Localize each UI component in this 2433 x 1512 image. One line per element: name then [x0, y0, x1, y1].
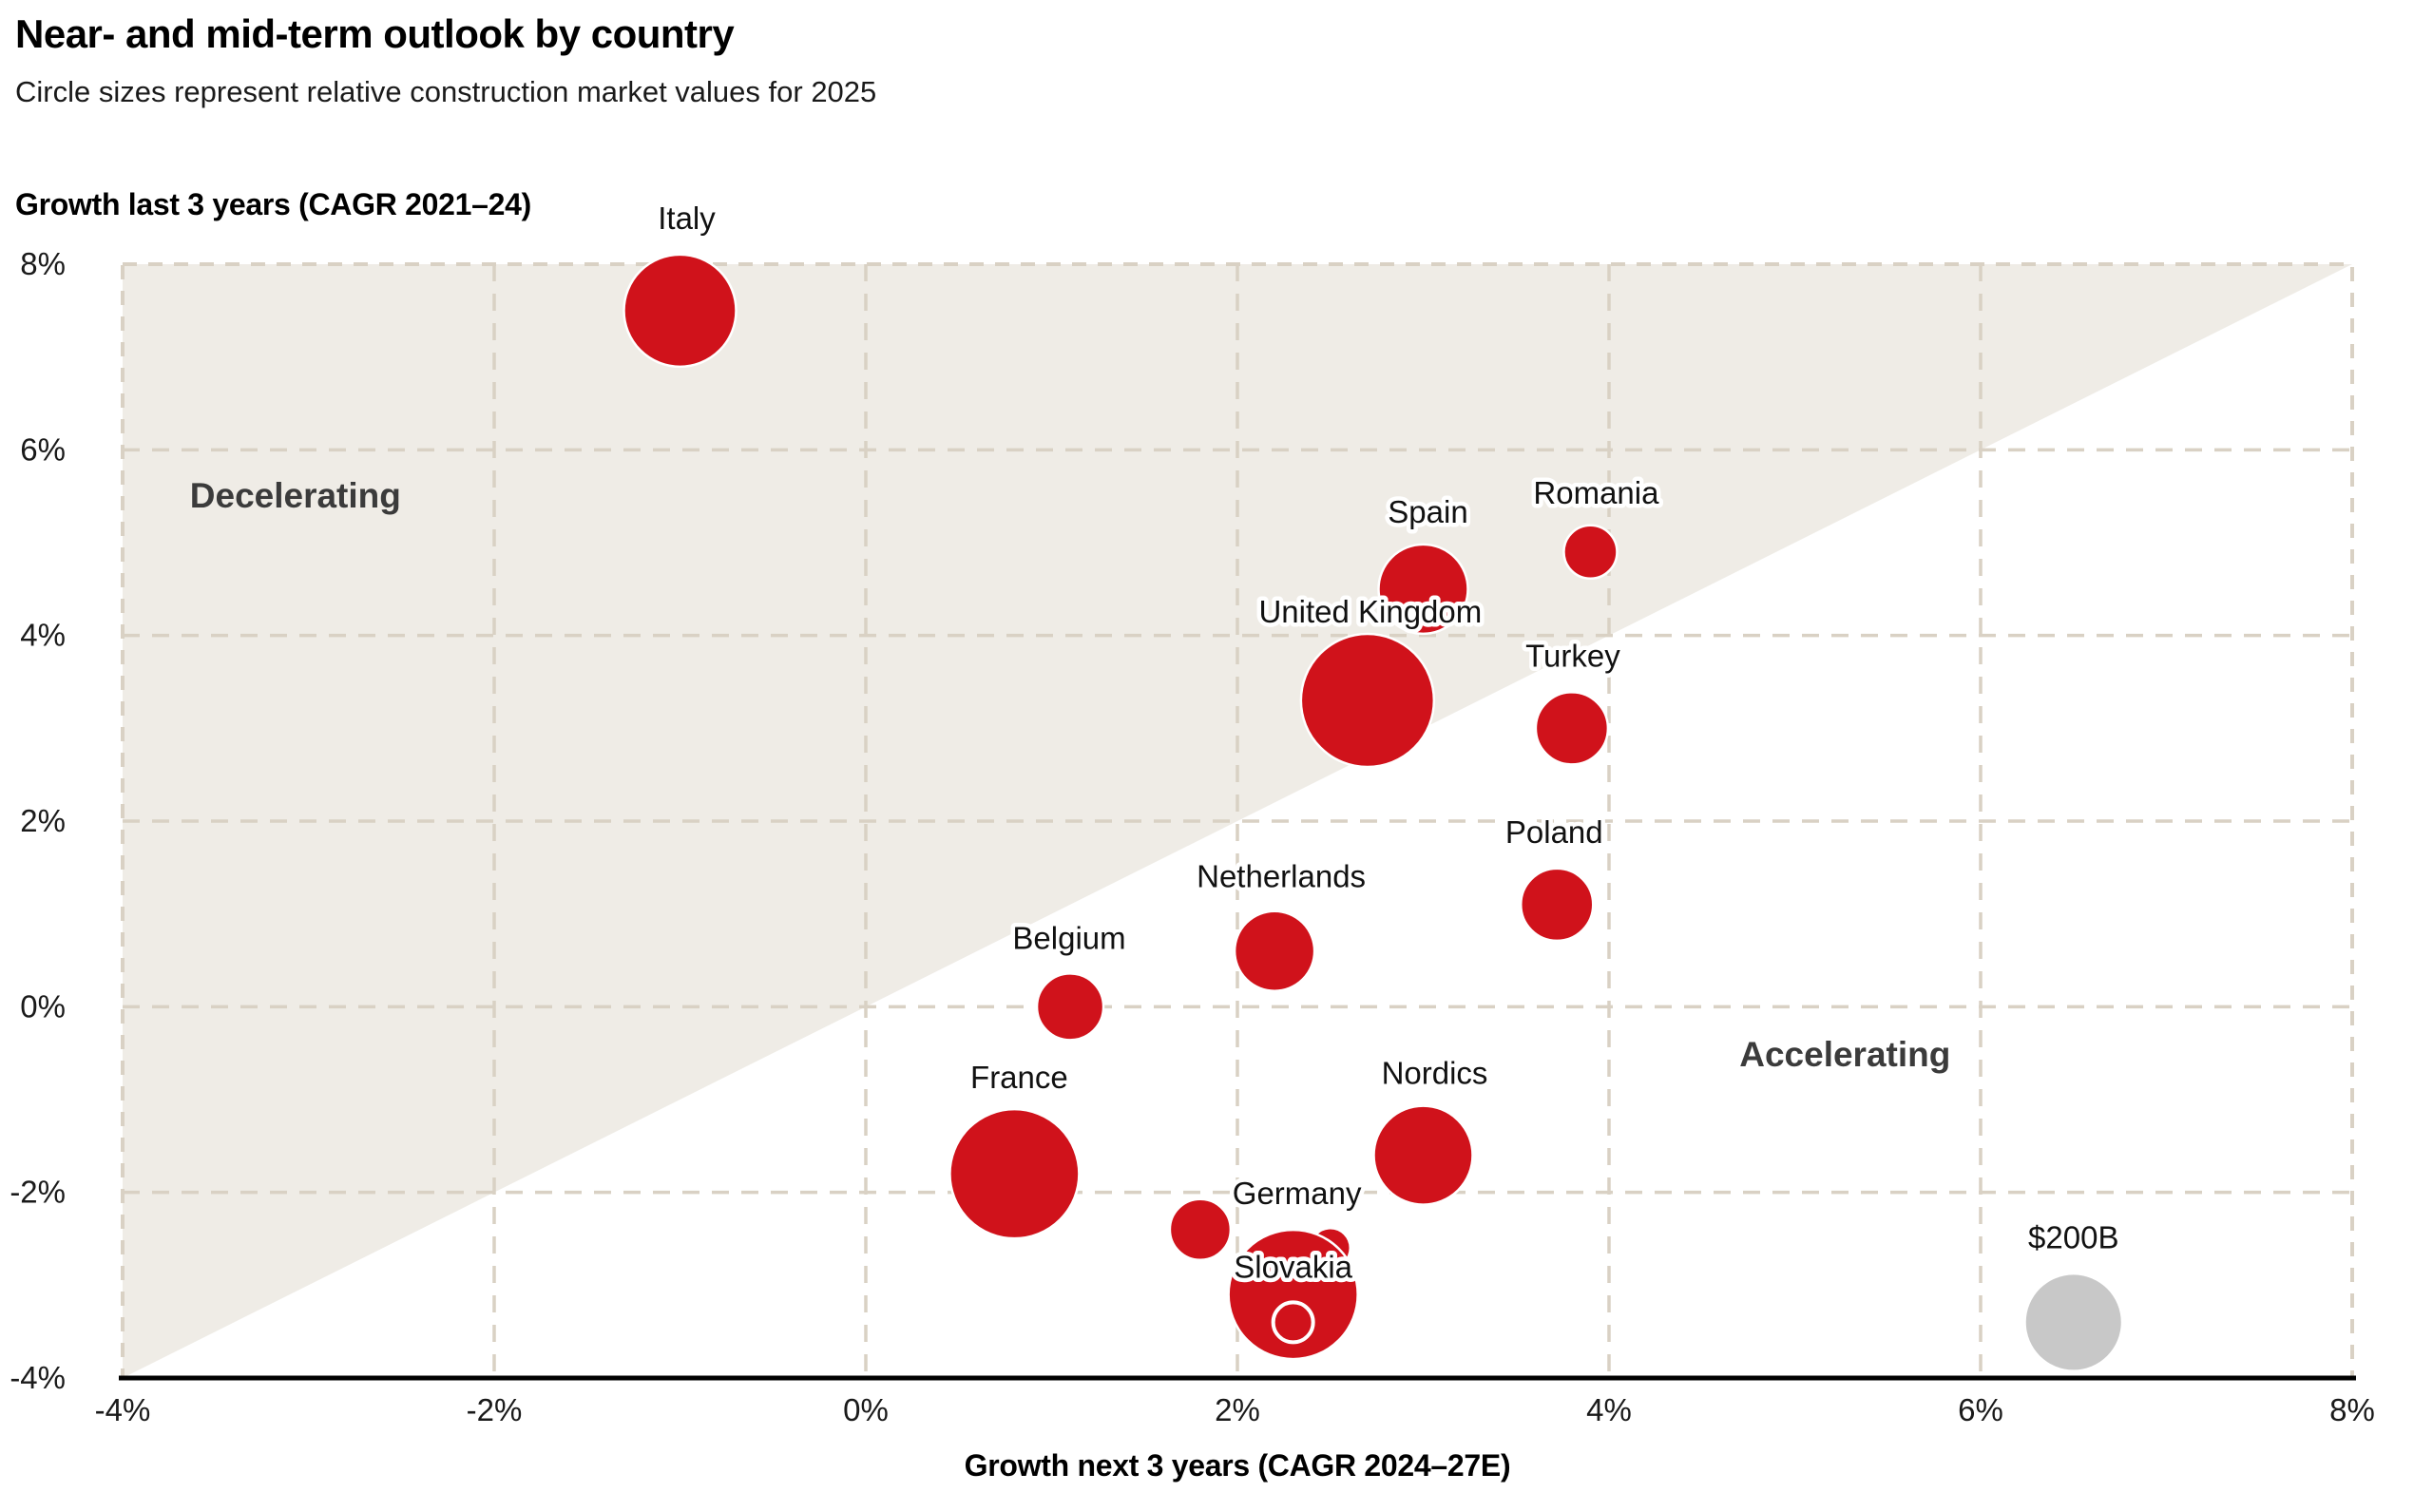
bubble-label-belgium: Belgium [1012, 920, 1125, 955]
tick-labels: -4% -2% 0% 2% 4% 6% 8% 8% 6% 4% 2% 0% -2% -4% [10, 246, 2375, 1427]
x-tick-label: 6% [1958, 1392, 2003, 1427]
y-tick-label: 6% [20, 431, 66, 467]
bubble-label-romania: Romania [1533, 475, 1659, 510]
x-tick-label: -4% [95, 1392, 151, 1427]
y-tick-label: 2% [20, 803, 66, 838]
x-tick-label: 2% [1215, 1392, 1260, 1427]
bubble-romania [1562, 524, 1619, 581]
plot-border-rect [121, 262, 2354, 1380]
bubble-label-italy: Italy [658, 201, 716, 236]
bubble-united-kingdom [1299, 632, 1436, 769]
region-label-accelerating: Accelerating [1739, 1035, 1950, 1074]
bubble-poland [1520, 867, 1595, 943]
bubble-label--200b: $200B [2028, 1219, 2118, 1254]
bubble-spain [1377, 543, 1469, 636]
x-tick-label: 0% [843, 1392, 889, 1427]
bubble-slovakia [1271, 1300, 1315, 1345]
y-tick-label: 4% [20, 618, 66, 653]
plot-border [121, 262, 2354, 1380]
bubble-france [948, 1107, 1081, 1240]
x-tick-label: 8% [2329, 1392, 2375, 1427]
bubble-italy [623, 253, 738, 369]
bubble-nordics [1372, 1104, 1474, 1206]
bubble-label-nordics: Nordics [1382, 1056, 1488, 1091]
bubble-unlabeled [1168, 1197, 1233, 1261]
bubble-labels: Italy Spain Romania United Kingdom Turkey Pol… [654, 196, 2123, 1289]
bubble-label-netherlands: Netherlands [1197, 859, 1366, 894]
page-title: Near- and mid-term outlook by country [15, 11, 735, 56]
x-tick-label: -2% [467, 1392, 523, 1427]
y-tick-label: 0% [20, 988, 66, 1024]
x-axis-title: Growth next 3 years (CAGR 2024–27E) [964, 1448, 1511, 1483]
y-tick-label: -4% [10, 1360, 66, 1395]
bubble-label-turkey: Turkey [1525, 638, 1620, 673]
decelerating-region-wedge [123, 264, 2352, 1378]
bubble-netherlands [1233, 909, 1316, 992]
bubbles [623, 253, 2121, 1370]
y-tick-label: -2% [10, 1175, 66, 1210]
region-label-decelerating: Decelerating [190, 476, 401, 515]
bubble-label-spain: Spain [1388, 494, 1467, 529]
bubble--200b [2025, 1274, 2121, 1370]
bubble-label-france: France [970, 1060, 1068, 1095]
y-axis-title: Growth last 3 years (CAGR 2021–24) [15, 187, 531, 221]
bubble-germany [1227, 1228, 1359, 1361]
y-tick-label: 8% [20, 246, 66, 281]
bubble-turkey [1534, 691, 1610, 766]
bubble-label-germany: Germany [1233, 1176, 1362, 1211]
plot-background-region [123, 264, 2352, 1378]
gridlines [123, 264, 2352, 1378]
region-labels: Decelerating Accelerating [190, 476, 1951, 1074]
bubble-belgium [1035, 972, 1105, 1042]
bubble-label-slovakia: Slovakia [1234, 1249, 1352, 1284]
x-tick-label: 4% [1586, 1392, 1632, 1427]
bubble-label-united-kingdom: United Kingdom [1258, 594, 1482, 629]
page-subtitle: Circle sizes represent relative construc… [15, 75, 877, 108]
bubble-label-poland: Poland [1505, 814, 1603, 850]
